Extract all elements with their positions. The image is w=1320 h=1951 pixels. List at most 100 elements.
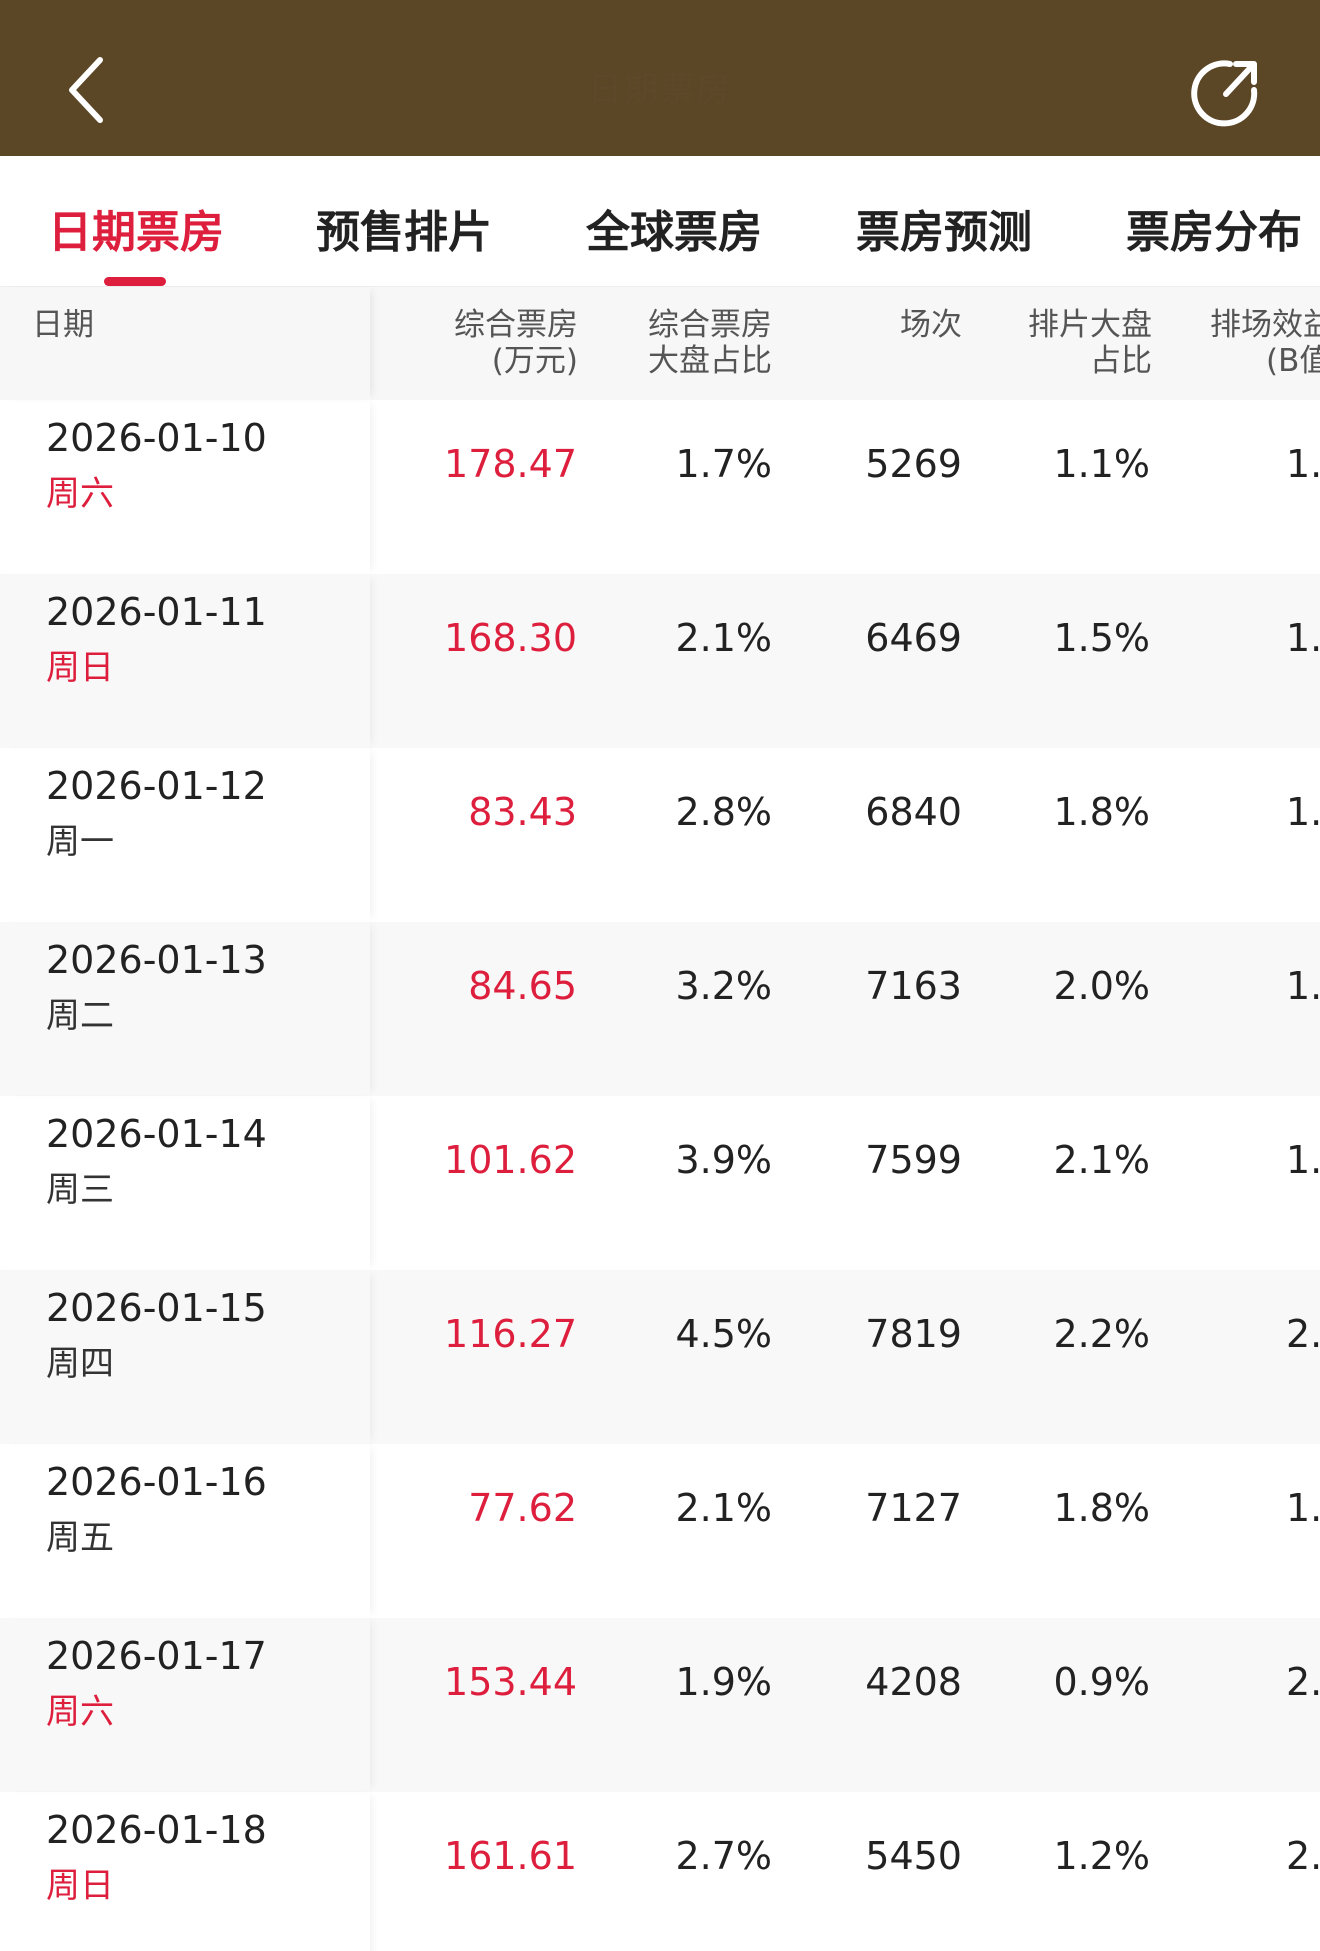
date-cell: 2026-01-13 周二	[0, 922, 370, 1096]
row-efficiency: 1.5	[1286, 442, 1320, 486]
row-date: 2026-01-10	[46, 416, 267, 460]
row-weekday: 周二	[46, 996, 114, 1036]
col-header-date[interactable]: 日期	[32, 307, 94, 343]
table-row[interactable]: 2026-01-13 周二 84.65 3.2% 7163 2.0% 1.6	[0, 922, 1320, 1096]
tab-global-box-office[interactable]: 全球票房	[586, 207, 762, 258]
row-bo-share: 2.7%	[675, 1834, 772, 1878]
row-box-office: 116.27	[444, 1312, 577, 1356]
col-header-bo-share[interactable]: 综合票房 大盘占比	[648, 307, 772, 379]
row-show-share: 1.5%	[1053, 616, 1150, 660]
col-header-shows[interactable]: 场次	[900, 307, 962, 343]
date-cell: 2026-01-12 周一	[0, 748, 370, 922]
table-row[interactable]: 2026-01-18 周日 161.61 2.7% 5450 1.2% 2.3	[0, 1792, 1320, 1951]
col-header-bo-share-line2: 大盘占比	[648, 343, 772, 379]
row-date: 2026-01-12	[46, 764, 267, 808]
row-box-office: 83.43	[468, 790, 577, 834]
row-date: 2026-01-17	[46, 1634, 267, 1678]
back-button[interactable]	[56, 50, 120, 130]
row-efficiency: 1.6	[1286, 964, 1320, 1008]
col-header-efficiency[interactable]: 排场效益 (B值)	[1210, 307, 1320, 379]
row-efficiency: 1.2	[1286, 1486, 1320, 1530]
row-show-share: 2.2%	[1053, 1312, 1150, 1356]
row-box-office: 178.47	[444, 442, 577, 486]
tab-box-office-forecast[interactable]: 票房预测	[856, 207, 1032, 258]
tab-box-office-distribution[interactable]: 票房分布	[1126, 207, 1302, 258]
row-box-office: 153.44	[444, 1660, 577, 1704]
row-show-share: 1.8%	[1053, 790, 1150, 834]
top-nav-bar: 日期票房	[0, 0, 1320, 156]
col-header-show-share-line2: 占比	[1090, 343, 1152, 379]
row-efficiency: 2.3	[1286, 1834, 1320, 1878]
row-box-office: 101.62	[444, 1138, 577, 1182]
table-row[interactable]: 2026-01-14 周三 101.62 3.9% 7599 2.1% 1.9	[0, 1096, 1320, 1270]
date-cell: 2026-01-16 周五	[0, 1444, 370, 1618]
tab-presale-schedule[interactable]: 预售排片	[316, 207, 492, 258]
table-row[interactable]: 2026-01-11 周日 168.30 2.1% 6469 1.5% 1.4	[0, 574, 1320, 748]
row-weekday: 周六	[46, 1692, 114, 1732]
row-shows: 5450	[865, 1834, 962, 1878]
row-date: 2026-01-16	[46, 1460, 267, 1504]
row-bo-share: 2.1%	[675, 1486, 772, 1530]
row-efficiency: 1.5	[1286, 790, 1320, 834]
row-bo-share: 3.9%	[675, 1138, 772, 1182]
chevron-left-icon	[69, 57, 103, 123]
active-tab-indicator	[104, 277, 166, 286]
table-row[interactable]: 2026-01-10 周六 178.47 1.7% 5269 1.1% 1.5	[0, 400, 1320, 574]
row-bo-share: 1.7%	[675, 442, 772, 486]
row-shows: 7127	[865, 1486, 962, 1530]
row-weekday: 周一	[46, 822, 114, 862]
row-date: 2026-01-15	[46, 1286, 267, 1330]
tab-date-box-office[interactable]: 日期票房	[48, 207, 224, 258]
row-bo-share: 1.9%	[675, 1660, 772, 1704]
row-shows: 5269	[865, 442, 962, 486]
row-date: 2026-01-14	[46, 1112, 267, 1156]
table-header: 日期 综合票房 (万元) 综合票房 大盘占比 场次 排片大盘 占比 排场效益 (…	[0, 287, 1320, 400]
row-shows: 7163	[865, 964, 962, 1008]
row-weekday: 周日	[46, 648, 114, 688]
date-cell: 2026-01-11 周日	[0, 574, 370, 748]
col-header-efficiency-line1: 排场效益	[1210, 307, 1320, 343]
share-button[interactable]	[1186, 52, 1266, 132]
row-show-share: 2.0%	[1053, 964, 1150, 1008]
table-row[interactable]: 2026-01-15 周四 116.27 4.5% 7819 2.2% 2.0	[0, 1270, 1320, 1444]
table-row[interactable]: 2026-01-16 周五 77.62 2.1% 7127 1.8% 1.2	[0, 1444, 1320, 1618]
row-bo-share: 2.8%	[675, 790, 772, 834]
row-efficiency: 2.1	[1286, 1660, 1320, 1704]
row-show-share: 0.9%	[1053, 1660, 1150, 1704]
row-bo-share: 3.2%	[675, 964, 772, 1008]
table-row[interactable]: 2026-01-17 周六 153.44 1.9% 4208 0.9% 2.1	[0, 1618, 1320, 1792]
date-cell: 2026-01-14 周三	[0, 1096, 370, 1270]
col-header-efficiency-line2: (B值)	[1266, 343, 1320, 379]
row-shows: 4208	[865, 1660, 962, 1704]
date-cell: 2026-01-17 周六	[0, 1618, 370, 1792]
table-row[interactable]: 2026-01-12 周一 83.43 2.8% 6840 1.8% 1.5	[0, 748, 1320, 922]
row-show-share: 1.8%	[1053, 1486, 1150, 1530]
row-weekday: 周六	[46, 474, 114, 514]
share-icon	[1191, 60, 1258, 127]
row-show-share: 1.1%	[1053, 442, 1150, 486]
page-title: 日期票房	[588, 70, 732, 110]
row-shows: 6840	[865, 790, 962, 834]
row-date: 2026-01-18	[46, 1808, 267, 1852]
date-cell: 2026-01-15 周四	[0, 1270, 370, 1444]
row-weekday: 周日	[46, 1866, 114, 1906]
row-bo-share: 4.5%	[675, 1312, 772, 1356]
table-body: 2026-01-10 周六 178.47 1.7% 5269 1.1% 1.5 …	[0, 400, 1320, 1951]
col-header-show-share[interactable]: 排片大盘 占比	[1028, 307, 1152, 379]
row-efficiency: 1.4	[1286, 616, 1320, 660]
col-header-box-office-line2: (万元)	[491, 343, 578, 379]
row-box-office: 168.30	[444, 616, 577, 660]
row-box-office: 161.61	[444, 1834, 577, 1878]
col-header-show-share-line1: 排片大盘	[1028, 307, 1152, 343]
row-weekday: 周三	[46, 1170, 114, 1210]
row-box-office: 84.65	[468, 964, 577, 1008]
row-bo-share: 2.1%	[675, 616, 772, 660]
row-box-office: 77.62	[468, 1486, 577, 1530]
frozen-header-cell: 日期	[0, 287, 370, 400]
tab-bar: 日期票房 预售排片 全球票房 票房预测 票房分布	[0, 156, 1320, 287]
row-show-share: 1.2%	[1053, 1834, 1150, 1878]
col-header-box-office-line1: 综合票房	[454, 307, 578, 343]
row-show-share: 2.1%	[1053, 1138, 1150, 1182]
col-header-box-office[interactable]: 综合票房 (万元)	[454, 307, 578, 379]
row-weekday: 周五	[46, 1518, 114, 1558]
